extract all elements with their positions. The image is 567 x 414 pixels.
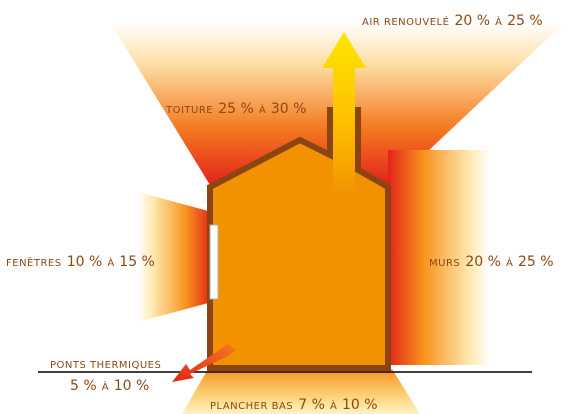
label-ponts-thermiques-range: 5 % à 10 % bbox=[70, 377, 149, 393]
walls-heat-band bbox=[388, 150, 490, 365]
thermal-bridge-arrow-icon bbox=[172, 344, 236, 382]
label-plancher-bas: Plancher bas 7 % à 10 % bbox=[210, 396, 378, 412]
label-ponts-name: Ponts thermiques bbox=[50, 360, 162, 371]
label-ponts-range-a: 5 % bbox=[70, 378, 97, 394]
label-fenetres-range-a: 10 % bbox=[66, 254, 103, 270]
air-renewal-arrow-icon bbox=[322, 32, 366, 196]
label-air-range-a: 20 % bbox=[454, 13, 491, 29]
label-fenetres-sep: à bbox=[107, 258, 115, 269]
label-murs-range-b: 25 % bbox=[517, 254, 554, 270]
label-air-name: Air renouvelé bbox=[362, 17, 450, 28]
label-plancher-name: Plancher bas bbox=[210, 401, 294, 412]
label-toiture-range-a: 25 % bbox=[218, 101, 254, 117]
label-fenetres-name: Fenêtres bbox=[6, 258, 62, 269]
label-toiture-name: Toiture bbox=[166, 105, 214, 116]
label-plancher-range-a: 7 % bbox=[298, 397, 325, 413]
label-murs-sep: à bbox=[506, 258, 513, 269]
windows-heat-cone bbox=[138, 192, 212, 322]
label-air-range-b: 25 % bbox=[507, 13, 543, 29]
label-plancher-range-b: 10 % bbox=[341, 397, 378, 413]
label-fenetres-range-b: 15 % bbox=[119, 254, 155, 270]
label-murs: Murs 20 % à 25 % bbox=[429, 253, 554, 269]
label-plancher-sep: à bbox=[330, 401, 337, 412]
label-toiture-range-b: 30 % bbox=[270, 101, 307, 117]
label-ponts-sep: à bbox=[101, 382, 109, 393]
label-murs-name: Murs bbox=[429, 258, 461, 269]
label-air-sep: à bbox=[495, 17, 503, 28]
label-fenetres: Fenêtres 10 % à 15 % bbox=[6, 253, 155, 269]
label-ponts-range-b: 10 % bbox=[113, 378, 150, 394]
label-toiture-sep: à bbox=[258, 105, 266, 116]
label-murs-range-a: 20 % bbox=[465, 254, 501, 270]
label-air-renouvele: Air renouvelé 20 % à 25 % bbox=[362, 12, 543, 28]
floor-heat-cone bbox=[182, 369, 420, 414]
label-ponts-thermiques-name: Ponts thermiques bbox=[50, 355, 161, 371]
window-frame bbox=[209, 224, 219, 300]
label-toiture: Toiture 25 % à 30 % bbox=[166, 100, 306, 116]
